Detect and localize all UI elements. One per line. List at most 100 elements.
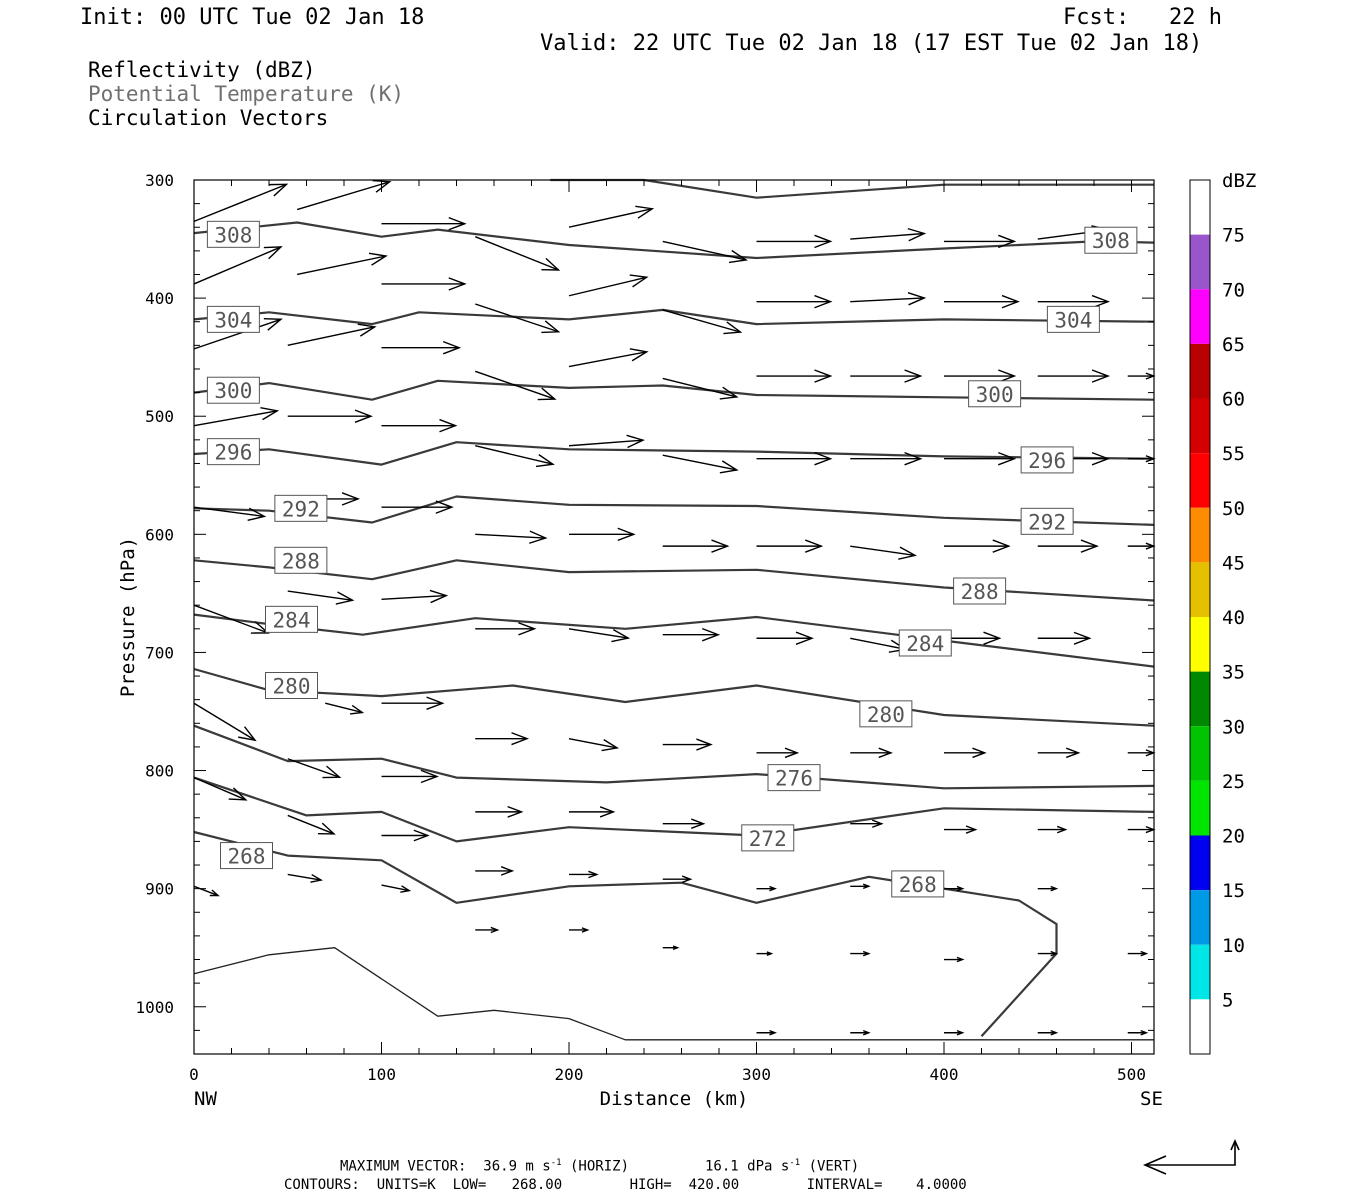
svg-text:272: 272 — [749, 827, 787, 851]
circulation-vector — [756, 294, 833, 309]
circulation-vector — [756, 539, 824, 553]
circulation-vector — [287, 590, 355, 605]
plot-frame — [193, 179, 1155, 1055]
circulation-vector — [296, 179, 392, 211]
theta-contour-312 — [550, 178, 1154, 199]
circulation-vector — [756, 1029, 777, 1036]
y-tick-label: 1000 — [135, 998, 174, 1017]
contour-label-280: 280 — [859, 700, 913, 728]
circulation-vector — [662, 309, 743, 335]
circulation-vector — [1037, 539, 1099, 553]
colorbar-segment — [1190, 453, 1210, 508]
contour-label-268: 268 — [891, 870, 945, 898]
theta-contour-264 — [193, 947, 1154, 1041]
circulation-vector — [850, 950, 871, 957]
theta-contour-280 — [193, 667, 1155, 727]
colorbar-label: 65 — [1222, 334, 1245, 356]
contour-label-304: 304 — [206, 305, 260, 333]
circulation-vector — [662, 539, 730, 553]
contour-label-308: 308 — [1084, 226, 1138, 254]
circulation-vector — [1037, 369, 1111, 383]
svg-text:304: 304 — [1054, 308, 1092, 332]
nw-label: NW — [194, 1088, 217, 1110]
colorbar-unit: dBZ — [1222, 170, 1256, 192]
theta-contour-304 — [193, 308, 1155, 326]
circulation-vector — [193, 506, 267, 522]
circulation-vector — [474, 236, 561, 271]
circulation-vector — [475, 805, 524, 818]
svg-text:288: 288 — [282, 549, 320, 573]
colorbar-label: 10 — [1222, 935, 1245, 957]
circulation-vector — [325, 702, 365, 715]
max-vector-vert-text: 16.1 dPa s — [705, 1158, 790, 1175]
y-tick-label: 800 — [145, 762, 174, 781]
circulation-vector — [1127, 825, 1156, 834]
svg-text:296: 296 — [214, 441, 252, 465]
colorbar-segment — [1190, 726, 1210, 781]
circulation-vector — [756, 452, 833, 466]
svg-text:288: 288 — [961, 580, 999, 604]
theta-contour-288 — [193, 559, 1155, 602]
circulation-vector — [756, 631, 814, 645]
circulation-vector — [1127, 749, 1156, 757]
circulation-vector — [568, 274, 649, 297]
circulation-vector — [475, 530, 548, 544]
theta-contour-300 — [193, 379, 1155, 401]
reference-vector-icon — [1142, 1139, 1240, 1175]
svg-text:292: 292 — [282, 497, 320, 521]
circulation-vector — [569, 927, 590, 933]
circulation-vector — [381, 829, 430, 842]
colorbar-label: 50 — [1222, 498, 1245, 520]
svg-text:308: 308 — [214, 223, 252, 247]
svg-text:304: 304 — [214, 308, 252, 332]
circulation-vector — [568, 737, 620, 752]
circulation-vector — [193, 702, 257, 742]
circulation-vector — [1037, 294, 1111, 309]
colorbar-segment — [1190, 562, 1210, 617]
colorbar-segment — [1190, 234, 1210, 290]
max-vector-line: MAXIMUM VECTOR: 36.9 m s-1 (HORIZ) 16.1 d… — [340, 1158, 859, 1175]
circulation-vector — [193, 406, 280, 427]
svg-text:300: 300 — [214, 379, 252, 403]
theta-contour-284 — [193, 613, 1155, 668]
circulation-vector — [944, 369, 1017, 383]
colorbar-segment — [1190, 289, 1210, 344]
circulation-vector — [568, 434, 645, 449]
colorbar-label: 60 — [1222, 389, 1245, 411]
y-tick-label: 900 — [145, 880, 174, 899]
svg-text:268: 268 — [228, 845, 266, 869]
circulation-vector — [1127, 372, 1156, 380]
circulation-vector — [756, 747, 800, 759]
horiz-unit-exponent: -1 — [550, 1158, 562, 1168]
colorbar-label: 30 — [1222, 716, 1245, 738]
colorbar-label: 35 — [1222, 662, 1245, 684]
theta-contour-272 — [193, 776, 1155, 843]
circulation-vectors — [193, 179, 1156, 1036]
circulation-vector — [944, 539, 1011, 553]
y-tick-label: 400 — [145, 289, 174, 308]
colorbar-label: 70 — [1222, 279, 1245, 301]
circulation-vector — [287, 323, 377, 347]
svg-text:300: 300 — [976, 383, 1014, 407]
colorbar-segment — [1190, 617, 1210, 672]
vert-unit-exponent: -1 — [789, 1158, 801, 1168]
circulation-vector — [287, 758, 342, 779]
colorbar-frame — [1189, 179, 1211, 1055]
circulation-vector — [850, 369, 923, 383]
circulation-vector — [944, 885, 965, 892]
valid-time: Valid: 22 UTC Tue 02 Jan 18 (17 EST Tue … — [540, 31, 1203, 56]
svg-text:280: 280 — [867, 703, 905, 727]
colorbar-label: 25 — [1222, 771, 1245, 793]
circulation-vector — [193, 183, 289, 222]
circulation-vector — [1037, 747, 1081, 759]
circulation-vector — [475, 622, 537, 636]
colorbar-segment — [1190, 890, 1210, 945]
init-time: Init: 00 UTC Tue 02 Jan 18 — [80, 5, 425, 30]
circulation-vector — [475, 445, 555, 468]
colorbar-label: 55 — [1222, 443, 1245, 465]
y-tick-label: 300 — [145, 171, 174, 190]
colorbar-segment — [1190, 398, 1210, 454]
circulation-vector — [287, 873, 323, 883]
circulation-vector — [1037, 631, 1092, 645]
